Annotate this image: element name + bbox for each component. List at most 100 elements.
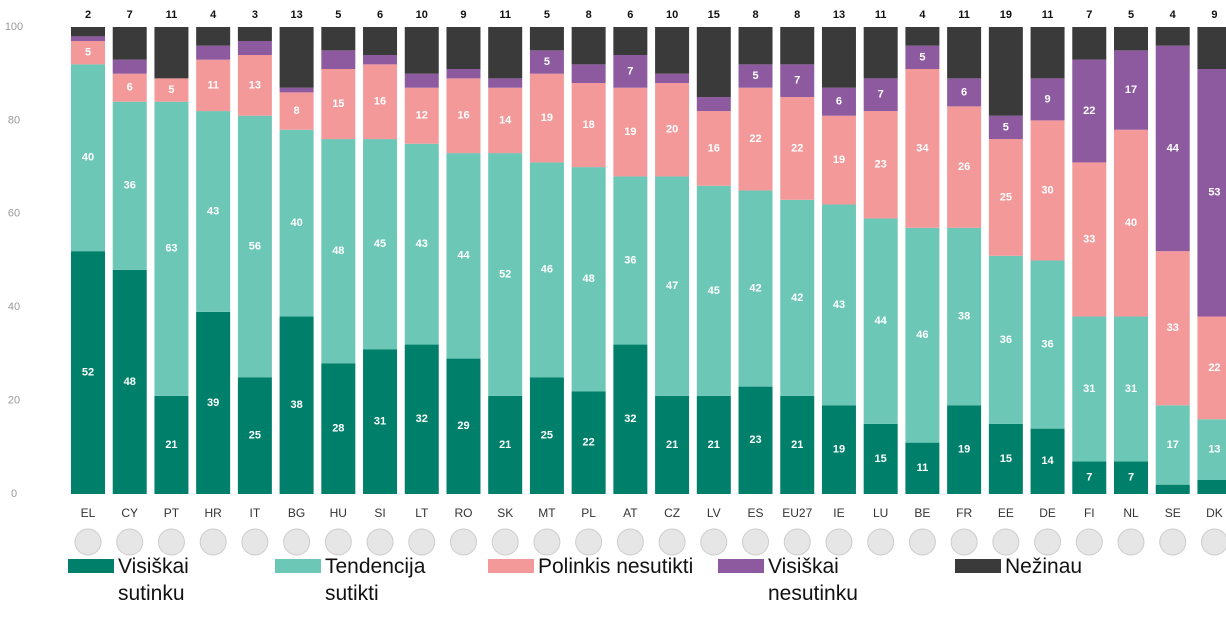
bar-segment	[321, 69, 356, 140]
bar-segment	[1114, 27, 1148, 51]
data-label: 31	[1125, 383, 1137, 395]
data-label: 45	[374, 238, 386, 250]
data-label: 36	[624, 254, 636, 266]
data-label: 11	[166, 9, 178, 21]
bar-segment	[738, 64, 773, 88]
x-tick-label: MT	[538, 506, 556, 520]
data-label: 46	[541, 264, 553, 276]
bar-segment	[488, 27, 523, 79]
x-tick-label: BE	[914, 506, 930, 520]
data-label: 36	[1041, 338, 1053, 350]
bar-segment	[571, 83, 606, 168]
data-label: 40	[290, 217, 302, 229]
bar-segment	[321, 363, 356, 494]
legend-item: Visiškai nesutinku	[718, 553, 878, 607]
data-label: 43	[207, 205, 219, 217]
bar-segment	[905, 69, 940, 228]
bar-segment	[529, 162, 564, 378]
flag	[116, 528, 144, 556]
data-label: 6	[836, 96, 842, 108]
data-label: 14	[1041, 455, 1054, 467]
data-label: 53	[1208, 187, 1220, 199]
bar-segment	[780, 395, 815, 494]
data-label: 36	[124, 180, 136, 192]
data-label: 5	[919, 51, 925, 63]
x-tick-label: LU	[873, 506, 888, 520]
data-label: 16	[457, 110, 469, 122]
flag	[950, 528, 978, 556]
x-tick-label: RO	[454, 506, 472, 520]
bar-segment	[1197, 419, 1226, 480]
bar-segment	[780, 199, 815, 396]
bar-segment	[529, 50, 564, 74]
bar-segment	[905, 45, 940, 70]
bar-segment	[154, 395, 189, 494]
data-label: 7	[1128, 472, 1134, 484]
x-tick-label: CY	[121, 506, 138, 520]
data-label: 32	[624, 413, 636, 425]
legend-item: Visiškai sutinku	[68, 553, 226, 607]
bar-segment	[446, 153, 481, 359]
data-label: 13	[290, 9, 302, 21]
bar-segment	[71, 41, 105, 65]
data-label: 26	[958, 161, 970, 173]
data-label: 7	[627, 65, 633, 77]
bar-segment	[196, 59, 231, 112]
x-tick-label: PL	[581, 506, 596, 520]
bar-segment	[863, 27, 898, 79]
bar-segment	[488, 395, 523, 494]
data-label: 21	[791, 439, 803, 451]
data-label: 5	[168, 84, 174, 96]
data-label: 31	[1083, 383, 1095, 395]
data-label: 19	[624, 126, 636, 138]
bar-segment	[363, 139, 398, 350]
data-label: 16	[374, 96, 386, 108]
data-label: 25	[1000, 191, 1012, 203]
bar-segment	[321, 50, 356, 70]
legend-item: Nežinau	[955, 553, 1082, 580]
bar-segment	[1114, 129, 1148, 317]
data-label: 11	[499, 9, 511, 21]
flag	[992, 528, 1020, 556]
data-label: 21	[165, 439, 177, 451]
bar-segment	[446, 78, 481, 154]
flag	[157, 528, 185, 556]
bar-segment	[613, 176, 648, 345]
bar-segment	[154, 101, 189, 396]
data-label: 5	[1003, 121, 1009, 133]
bar-segment	[571, 167, 606, 392]
bar-segment	[655, 176, 690, 396]
bar-segment	[863, 111, 898, 219]
bar-segment	[780, 27, 815, 65]
legend-label: Visiškai sutinku	[118, 555, 189, 605]
data-label: 38	[290, 399, 302, 411]
bar-segment	[404, 344, 439, 494]
bar-segment	[1030, 27, 1065, 79]
bar-segment	[1030, 120, 1065, 261]
bar-segment	[1030, 78, 1065, 121]
legend-label: Nežinau	[1005, 555, 1083, 578]
data-label: 19	[833, 444, 845, 456]
data-label: 39	[207, 397, 219, 409]
data-label: 23	[749, 434, 761, 446]
data-label: 22	[1083, 105, 1095, 117]
bar-segment	[237, 55, 272, 116]
x-tick-label: SK	[497, 506, 513, 520]
bar-segment	[655, 395, 690, 494]
bar-segment	[613, 55, 648, 88]
data-label: 48	[332, 245, 344, 257]
bar-segment	[112, 101, 147, 270]
data-label: 33	[1083, 233, 1095, 245]
bar-segment	[613, 27, 648, 56]
data-label: 4	[210, 9, 217, 21]
data-label: 56	[249, 240, 261, 252]
flag	[449, 528, 477, 556]
data-label: 19	[1000, 9, 1012, 21]
data-label: 4	[1170, 9, 1177, 21]
bar-segment	[1072, 162, 1107, 317]
bar-segment	[1197, 479, 1226, 494]
data-label: 16	[708, 142, 720, 154]
bar-segment	[112, 27, 147, 60]
bar-segment	[780, 64, 815, 98]
data-label: 38	[958, 310, 970, 322]
